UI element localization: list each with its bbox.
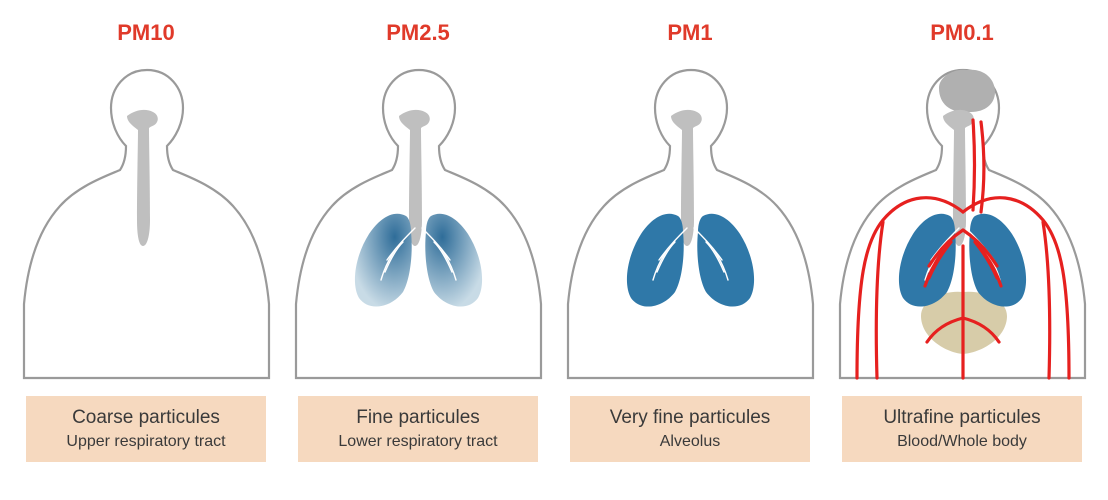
caption-line1: Fine particules (304, 406, 532, 430)
figure-pm10 (19, 60, 274, 380)
caption-box: Coarse particules Upper respiratory trac… (26, 396, 266, 462)
caption-box: Very fine particules Alveolus (570, 396, 810, 462)
caption-line2: Blood/Whole body (848, 432, 1076, 452)
lung-left-icon (354, 214, 411, 307)
lung-right-icon (425, 214, 482, 307)
panel-pm10: PM10 Coarse particules Upper respiratory… (16, 20, 276, 462)
throat-icon (127, 110, 158, 246)
lung-left-icon (898, 214, 955, 307)
brain-icon (939, 70, 995, 113)
caption-line1: Coarse particules (32, 406, 260, 430)
lung-left-icon (626, 214, 683, 307)
caption-line2: Upper respiratory tract (32, 432, 260, 452)
panel-pm01: PM0.1 Ultrafine particules Blood/Whole b… (832, 20, 1092, 462)
figure-pm25 (291, 60, 546, 380)
panel-title: PM10 (117, 20, 174, 46)
panel-pm1: PM1 Very fine particules Alveolus (560, 20, 820, 462)
caption-box: Fine particules Lower respiratory tract (298, 396, 538, 462)
panel-title: PM1 (667, 20, 712, 46)
figure-pm01 (835, 60, 1090, 380)
caption-line1: Very fine particules (576, 406, 804, 430)
figure-pm1 (563, 60, 818, 380)
caption-box: Ultrafine particules Blood/Whole body (842, 396, 1082, 462)
caption-line2: Alveolus (576, 432, 804, 452)
panel-pm25: PM2.5 Fine particules Lower respiratory … (288, 20, 548, 462)
panel-title: PM0.1 (930, 20, 994, 46)
caption-line2: Lower respiratory tract (304, 432, 532, 452)
caption-line1: Ultrafine particules (848, 406, 1076, 430)
panel-title: PM2.5 (386, 20, 450, 46)
lung-right-icon (697, 214, 754, 307)
